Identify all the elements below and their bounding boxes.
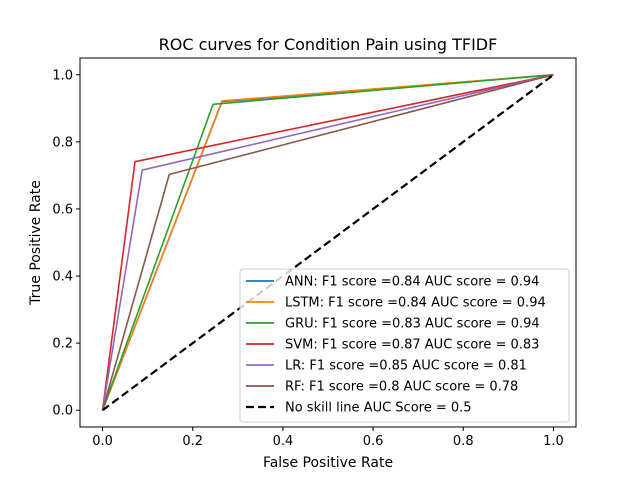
series-line-1 <box>101 73 554 411</box>
series-layer <box>101 73 555 412</box>
y-tick-label: 0.8 <box>52 135 73 150</box>
series-line-6 <box>101 73 555 412</box>
x-tick-label: 0.2 <box>182 434 203 449</box>
series-line-4 <box>101 73 554 411</box>
x-tick-label: 0.4 <box>273 434 294 449</box>
chart-title: ROC curves for Condition Pain using TFID… <box>159 35 498 54</box>
legend-label: LR: F1 score =0.85 AUC score = 0.81 <box>285 359 527 374</box>
y-tick-label: 1.0 <box>52 68 73 83</box>
legend: ANN: F1 score =0.84 AUC score = 0.94 LSTM… <box>239 268 570 423</box>
y-tick-label: 0.4 <box>52 270 73 285</box>
x-tick-label: 0.6 <box>363 434 384 449</box>
x-tick-label: 0.0 <box>92 434 113 449</box>
legend-label: GRU: F1 score =0.83 AUC score = 0.94 <box>285 317 540 332</box>
series-line-5 <box>101 73 554 411</box>
y-tick-label: 0.2 <box>52 337 73 352</box>
y-tick-label: 0.0 <box>52 404 73 419</box>
legend-label: SVM: F1 score =0.87 AUC score = 0.83 <box>285 338 539 353</box>
x-axis-ticks: 0.0 0.2 0.4 0.6 0.8 1.0 <box>92 427 564 449</box>
legend-label: No skill line AUC Score = 0.5 <box>285 401 472 416</box>
legend-box <box>239 268 570 423</box>
series-line-3 <box>101 73 554 411</box>
legend-label: ANN: F1 score =0.84 AUC score = 0.94 <box>285 275 539 290</box>
legend-label: LSTM: F1 score =0.84 AUC score = 0.94 <box>285 296 546 311</box>
y-axis-label: True Positive Rate <box>28 180 44 306</box>
x-axis-label: False Positive Rate <box>263 455 393 471</box>
y-axis-ticks: 0.0 0.2 0.4 0.6 0.8 1.0 <box>52 68 80 419</box>
x-tick-label: 1.0 <box>543 434 564 449</box>
plot-frame <box>79 57 577 428</box>
legend-label: RF: F1 score =0.8 AUC score = 0.78 <box>285 380 518 395</box>
y-tick-label: 0.6 <box>52 202 73 217</box>
x-tick-label: 0.8 <box>453 434 474 449</box>
series-line-2 <box>101 73 554 411</box>
